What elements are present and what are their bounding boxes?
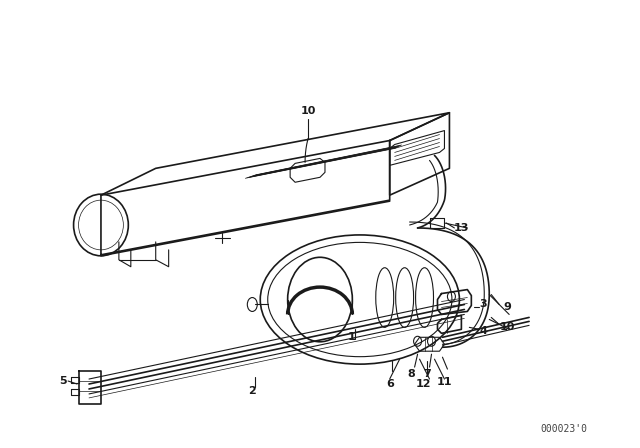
Text: 11: 11 [436,377,452,387]
Text: 13: 13 [454,223,469,233]
Text: 2: 2 [248,386,256,396]
Text: 10: 10 [499,323,515,332]
Text: 10: 10 [300,106,316,116]
Text: 1: 1 [348,332,356,342]
Text: 8: 8 [408,369,415,379]
Text: 9: 9 [503,302,511,312]
Text: 000023'0: 000023'0 [540,424,588,434]
Text: 12: 12 [416,379,431,389]
Text: 4: 4 [479,326,487,336]
Text: 6: 6 [386,379,394,389]
Text: 5: 5 [60,376,67,386]
Text: 7: 7 [424,369,431,379]
Text: 3: 3 [479,300,487,310]
